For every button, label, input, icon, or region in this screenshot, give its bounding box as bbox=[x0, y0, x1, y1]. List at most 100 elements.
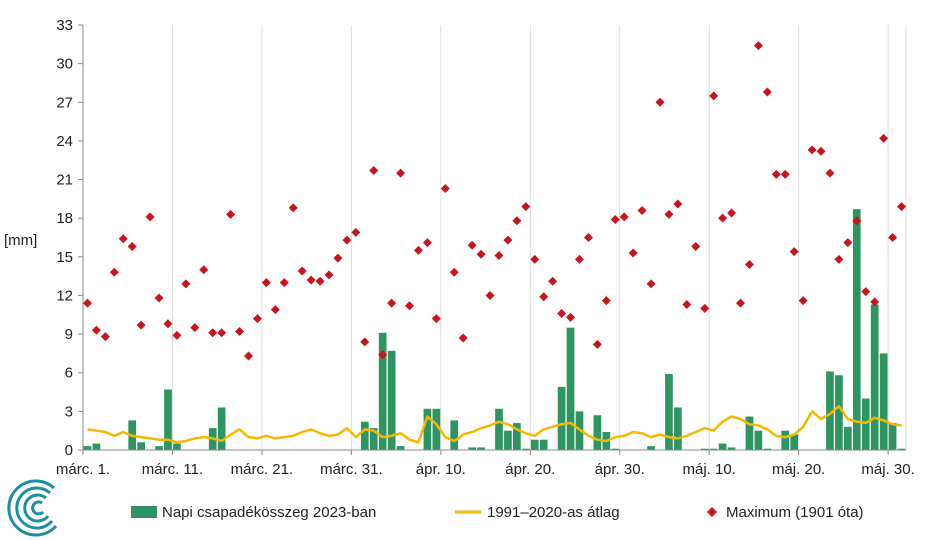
maximum-point bbox=[342, 235, 352, 245]
maximum-point bbox=[566, 312, 576, 322]
legend-point-swatch bbox=[707, 507, 717, 517]
precipitation-bar bbox=[727, 447, 736, 450]
maximum-point bbox=[396, 168, 406, 178]
precipitation-bar bbox=[423, 408, 432, 450]
maximum-point bbox=[557, 308, 567, 318]
y-tick-label: 33 bbox=[56, 17, 73, 34]
maximum-point bbox=[243, 351, 253, 361]
y-axis-label: [mm] bbox=[4, 232, 37, 249]
maximum-point bbox=[360, 337, 370, 347]
maximum-point bbox=[637, 205, 647, 215]
y-tick-label: 24 bbox=[56, 133, 73, 150]
maximum-point bbox=[610, 214, 620, 224]
precipitation-bar bbox=[477, 447, 485, 450]
maximum-point bbox=[897, 202, 907, 212]
axes bbox=[78, 24, 906, 455]
maximum-point bbox=[574, 254, 584, 264]
precipitation-bar bbox=[674, 407, 682, 450]
precipitation-bar bbox=[718, 443, 727, 450]
precipitation-bar bbox=[861, 398, 870, 450]
legend: Napi csapadékösszeg 2023-ban 1991–2020-a… bbox=[131, 504, 864, 521]
x-tick-label: ápr. 10. bbox=[416, 461, 466, 478]
maximum-point bbox=[601, 296, 611, 306]
y-tick-label: 30 bbox=[56, 56, 73, 73]
maximum-point bbox=[82, 298, 92, 308]
precipitation-bar bbox=[745, 416, 754, 450]
maximum-point bbox=[333, 253, 343, 263]
maximum-point bbox=[709, 91, 719, 101]
maximum-point bbox=[700, 303, 710, 313]
maximum-point bbox=[297, 266, 307, 276]
y-tick-label: 12 bbox=[56, 287, 73, 304]
maximum-point bbox=[718, 213, 728, 223]
maximum-point bbox=[727, 208, 737, 218]
maximum-point bbox=[190, 323, 200, 333]
precipitation-bar bbox=[790, 434, 799, 450]
precipitation-bar bbox=[700, 448, 709, 450]
maximum-point bbox=[324, 270, 334, 280]
precipitation-bar bbox=[504, 430, 512, 450]
maximum-point bbox=[646, 279, 656, 289]
precipitation-bar bbox=[432, 408, 441, 450]
maximum-point bbox=[744, 260, 754, 270]
x-tick-label: máj. 10. bbox=[683, 461, 736, 478]
maximum-point bbox=[270, 305, 280, 315]
precipitation-bar bbox=[835, 375, 843, 450]
precipitation-bar bbox=[647, 446, 655, 450]
legend-item-bars: Napi csapadékösszeg 2023-ban bbox=[131, 504, 376, 521]
maximum-point bbox=[539, 292, 549, 302]
maximum-point bbox=[583, 233, 593, 242]
maximum-point bbox=[664, 209, 674, 219]
daily-precipitation-bars bbox=[83, 209, 906, 450]
gridlines bbox=[171, 25, 907, 450]
maximum-point bbox=[226, 209, 236, 219]
x-tick-label: ápr. 20. bbox=[505, 461, 555, 478]
maximum-point bbox=[852, 216, 862, 226]
maximum-point bbox=[798, 296, 808, 306]
precipitation-bar bbox=[754, 430, 763, 450]
precipitation-bar bbox=[137, 442, 145, 450]
maximum-point bbox=[181, 279, 191, 289]
precipitation-bar bbox=[468, 447, 476, 450]
x-tick-label: márc. 1. bbox=[56, 461, 110, 478]
maximum-point bbox=[431, 314, 441, 324]
precipitation-bar bbox=[870, 304, 879, 450]
maximum-point bbox=[422, 238, 432, 248]
maximum-point bbox=[378, 350, 388, 360]
precipitation-bar bbox=[369, 428, 378, 450]
y-tick-label: 9 bbox=[65, 326, 73, 343]
precipitation-bar bbox=[495, 408, 503, 450]
y-tick-label: 3 bbox=[65, 403, 73, 420]
maximum-point bbox=[655, 97, 665, 107]
maximum-point bbox=[199, 265, 209, 275]
precipitation-bar bbox=[539, 439, 548, 450]
maximum-point bbox=[369, 166, 379, 176]
precipitation-bar bbox=[360, 421, 369, 450]
precipitation-bar bbox=[566, 327, 575, 450]
maximum-point bbox=[351, 227, 361, 237]
maximum-point bbox=[834, 254, 844, 264]
concentric-swirl-logo bbox=[7, 479, 58, 537]
precipitation-bar bbox=[852, 209, 861, 450]
maximum-point bbox=[208, 328, 218, 338]
maximum-point bbox=[736, 298, 746, 308]
maximum-point bbox=[127, 242, 137, 252]
maximum-point bbox=[279, 278, 289, 288]
x-tick-label: márc. 31. bbox=[320, 461, 383, 478]
maximum-point bbox=[315, 276, 325, 286]
legend-bar-swatch bbox=[131, 506, 157, 518]
y-tick-label: 27 bbox=[56, 94, 73, 111]
maximum-point bbox=[548, 276, 558, 286]
precipitation-bar bbox=[709, 448, 718, 450]
precipitation-bar bbox=[513, 422, 521, 450]
precipitation-bar bbox=[83, 446, 92, 450]
maximum-point bbox=[306, 275, 316, 285]
precipitation-bar bbox=[844, 426, 852, 450]
maximum-point bbox=[888, 233, 898, 242]
maximum-point bbox=[467, 240, 477, 250]
y-tick-label: 6 bbox=[65, 365, 73, 382]
precipitation-bar bbox=[781, 430, 790, 450]
maximum-point bbox=[825, 168, 835, 178]
